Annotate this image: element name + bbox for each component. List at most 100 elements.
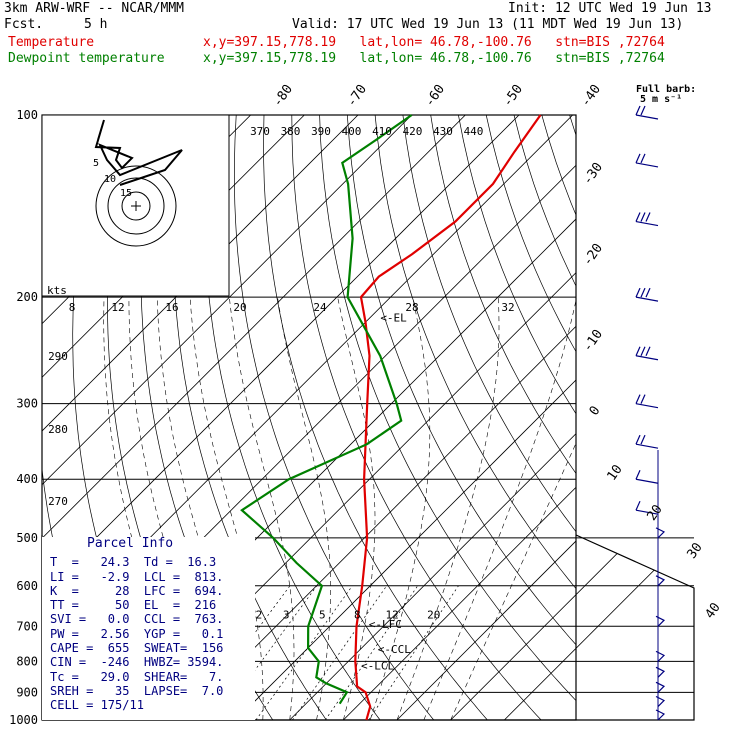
- hodograph-speed-label: 16: [165, 301, 178, 314]
- theta-label: 380: [281, 125, 301, 138]
- isotherm: [42, 115, 520, 593]
- mixing-ratio-label: 5: [319, 608, 326, 621]
- isotherm-label: 40: [702, 600, 723, 621]
- wind-barb: [635, 346, 659, 361]
- parcel-row: Tc = 29.0 SHEAR= 7.: [50, 669, 224, 684]
- level-marker: <-LCL: [361, 660, 394, 673]
- isotherm-label: -30: [580, 160, 606, 188]
- isotherm-label: 10: [604, 462, 625, 483]
- wind-barb: [655, 709, 666, 721]
- pressure-tick-500: 500: [16, 531, 38, 545]
- parcel-row: SVI = 0.0 CCL = 763.: [50, 612, 224, 627]
- fcst-value: 5 h: [84, 17, 108, 32]
- pressure-tick-400: 400: [16, 472, 38, 486]
- parcel-row: LI = -2.9 LCL = 813.: [50, 569, 224, 584]
- hodograph-speed-label: 28: [405, 301, 418, 314]
- dry-adiabat: [402, 115, 576, 533]
- dewpoint-location: x,y=397.15,778.19 lat,lon= 46.78,-100.76…: [203, 51, 665, 66]
- hodograph-ring: [95, 165, 177, 247]
- wind-barb: [655, 650, 666, 662]
- wind-barb: [655, 681, 666, 693]
- temperature-trace: [354, 114, 542, 721]
- dry-adiabat: [625, 115, 740, 720]
- parcel-row: PW = 2.56 YGP = 0.1: [50, 626, 224, 641]
- isotherm: [289, 433, 576, 720]
- hodograph-ring-label: 10: [104, 174, 116, 185]
- wind-barb: [655, 527, 666, 539]
- moist-adiabat: [423, 298, 576, 720]
- dry-adiabat: [374, 115, 576, 590]
- dry-adiabat: [203, 115, 381, 720]
- theta-label: 410: [372, 125, 392, 138]
- dry-adiabat: [430, 115, 576, 475]
- isotherm: [396, 540, 576, 720]
- mixing-ratio-label: 12: [386, 608, 399, 621]
- dry-adiabat: [681, 115, 740, 720]
- moist-adiabat: [277, 297, 331, 720]
- parcel-row: CELL = 175/11: [50, 698, 144, 713]
- wind-barb: [655, 695, 666, 707]
- isotherm: [182, 325, 576, 720]
- theta-label: 370: [250, 125, 270, 138]
- theta-low-label: 280: [48, 423, 68, 436]
- dry-adiabat: [485, 115, 576, 353]
- isotherm-label: -80: [270, 82, 296, 110]
- isotherm-label: -20: [580, 241, 606, 269]
- parcel-row: CAPE = 655 SWEAT= 156: [50, 641, 224, 656]
- parcel-row: TT = 50 EL = 216: [50, 598, 217, 613]
- dry-adiabat: [234, 115, 435, 720]
- mixing-ratio-line: [255, 585, 353, 720]
- mixing-ratio-label: 20: [427, 608, 440, 621]
- level-marker: <-LFC: [369, 618, 402, 631]
- hodograph-ring: [121, 191, 151, 221]
- pressure-tick-100: 100: [16, 108, 38, 122]
- theta-low-label: 290: [48, 350, 68, 363]
- isotherm-label: -40: [578, 82, 604, 110]
- mixing-ratio-label: 3: [283, 608, 290, 621]
- theta-label: 430: [433, 125, 453, 138]
- dewpoint-legend: Dewpoint temperature: [8, 51, 165, 66]
- hodograph-ring-label: 5: [93, 158, 99, 169]
- dry-adiabat: [291, 115, 542, 720]
- pressure-tick-700: 700: [16, 619, 38, 633]
- isotherm: [235, 379, 576, 720]
- isotherm-label: 30: [684, 540, 705, 561]
- moist-adiabat: [229, 297, 295, 720]
- pressure-tick-600: 600: [16, 579, 38, 593]
- moist-adiabat: [396, 297, 500, 720]
- pressure-tick-200: 200: [16, 290, 38, 304]
- parcel-row: K = 28 LFC = 694.: [50, 583, 224, 598]
- dry-adiabat: [709, 115, 740, 720]
- parcel-row: T = 24.3 Td = 16.3: [50, 555, 217, 570]
- lower-frame: [42, 534, 695, 721]
- theta-label: 390: [311, 125, 331, 138]
- isotherm: [504, 535, 694, 720]
- valid-time: Valid: 17 UTC Wed 19 Jun 13 (11 MDT Wed …: [292, 17, 684, 32]
- dry-adiabat: [458, 115, 576, 415]
- wind-barb: [635, 153, 659, 168]
- isotherm: [343, 486, 576, 720]
- mixing-ratio-label: 8: [354, 608, 361, 621]
- theta-label: 420: [403, 125, 423, 138]
- wind-barb: [635, 434, 659, 449]
- mixing-ratio-label: 2: [256, 608, 263, 621]
- isotherm: [450, 535, 694, 720]
- pressure-tick-900: 900: [16, 685, 38, 699]
- wind-barb: [635, 394, 659, 409]
- hodograph-speed-label: 32: [501, 301, 514, 314]
- mixing-ratio-line: [292, 585, 388, 720]
- isotherm-label: -60: [422, 82, 448, 110]
- hodograph-trace: [94, 119, 183, 186]
- temperature-location: x,y=397.15,778.19 lat,lon= 46.78,-100.76…: [203, 35, 665, 50]
- pressure-tick-1000: 1000: [9, 713, 38, 727]
- wind-barb: [635, 470, 659, 484]
- wind-barb: [635, 105, 659, 120]
- wind-barb: [635, 287, 659, 302]
- pressure-tick-300: 300: [16, 397, 38, 411]
- dry-adiabat: [653, 115, 740, 720]
- wind-barb: [635, 500, 659, 515]
- barb-legend-title: Full barb:: [636, 84, 697, 95]
- wind-barb: [655, 666, 666, 678]
- theta-label: 400: [342, 125, 362, 138]
